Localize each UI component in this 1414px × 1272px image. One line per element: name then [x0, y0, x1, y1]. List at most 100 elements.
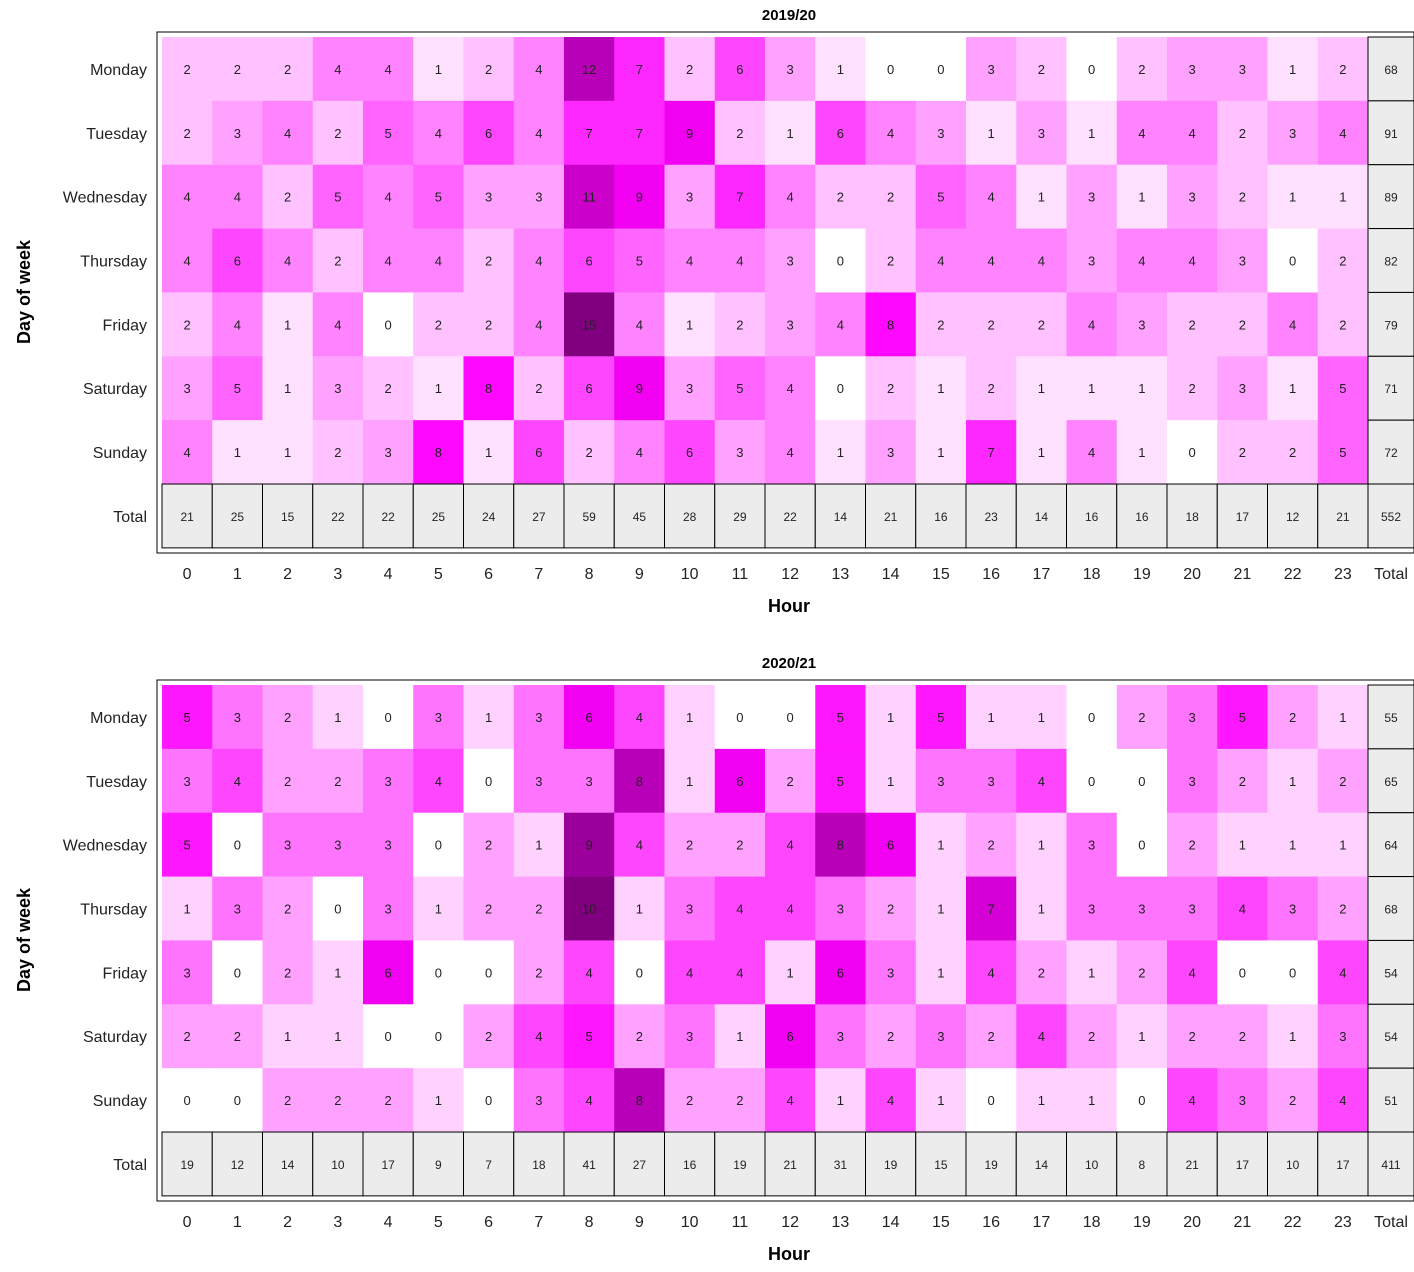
cell-value: 1	[435, 62, 442, 77]
heat-cell	[1217, 876, 1268, 941]
heat-cell	[463, 100, 515, 166]
heat-cell	[815, 228, 866, 293]
heat-cell	[1016, 1068, 1067, 1133]
cell-value: 6	[837, 126, 844, 141]
heat-cell	[363, 37, 414, 102]
heat-cell	[513, 1068, 565, 1133]
cell-value: 8	[887, 317, 894, 332]
heat-cell	[212, 940, 263, 1005]
cell-value: 1	[284, 381, 291, 396]
cell-value: 2	[887, 381, 894, 396]
cell-value: 0	[234, 838, 241, 853]
heat-cell	[966, 812, 1017, 878]
cell-value: 4	[787, 902, 794, 917]
cell-value: 2	[1239, 317, 1246, 332]
heat-cell	[966, 37, 1017, 102]
cell-value: 2	[1289, 710, 1296, 725]
heat-cell	[513, 100, 565, 166]
cell-value: 1	[535, 838, 542, 853]
cell-value: 1	[284, 445, 291, 460]
col-total-value: 45	[633, 510, 647, 524]
cell-value: 7	[586, 126, 593, 141]
col-total-value: 28	[683, 510, 697, 524]
heat-cell	[564, 1068, 615, 1133]
heat-cell	[413, 940, 464, 1005]
heat-cell	[1317, 876, 1369, 941]
cell-value: 1	[988, 126, 995, 141]
cell-value: 1	[837, 62, 844, 77]
heat-cell	[1016, 876, 1067, 941]
heat-cell	[714, 748, 766, 814]
x-tick-label: 10	[681, 566, 699, 583]
cell-value: 2	[234, 1029, 241, 1044]
heat-cell	[865, 228, 917, 293]
heat-cell	[212, 100, 263, 166]
cell-value: 4	[988, 965, 995, 980]
x-tick-label: 12	[781, 1214, 799, 1231]
heat-cell	[765, 685, 816, 750]
cell-value: 1	[1138, 190, 1145, 205]
cell-value: 4	[1339, 126, 1346, 141]
cell-value: 2	[1239, 445, 1246, 460]
cell-value: 2	[334, 774, 341, 789]
cell-value: 4	[435, 254, 442, 269]
cell-value: 4	[1038, 774, 1045, 789]
cell-value: 3	[1289, 126, 1296, 141]
heat-cell	[1066, 420, 1118, 485]
cell-value: 2	[184, 126, 191, 141]
y-tick-label: Tuesday	[86, 774, 147, 791]
cell-value: 2	[485, 317, 492, 332]
heat-cell	[1317, 292, 1369, 357]
row-total-value: 51	[1384, 1094, 1398, 1108]
col-total-value: 15	[281, 510, 295, 524]
cell-value: 4	[736, 254, 743, 269]
cell-value: 4	[887, 126, 894, 141]
heat-cell	[1267, 37, 1319, 102]
heat-cell	[363, 812, 414, 878]
cell-value: 1	[334, 710, 341, 725]
cell-value: 5	[937, 190, 944, 205]
col-total-value: 29	[733, 510, 747, 524]
cell-value: 3	[535, 1093, 542, 1108]
heat-cell	[162, 292, 213, 357]
cell-value: 5	[334, 190, 341, 205]
cell-value: 4	[435, 774, 442, 789]
heat-cell	[1066, 292, 1118, 357]
cell-value: 5	[1239, 710, 1246, 725]
cell-value: 3	[1138, 902, 1145, 917]
heat-cell	[865, 876, 917, 941]
col-total-value: 22	[783, 510, 797, 524]
cell-value: 4	[1189, 965, 1196, 980]
cell-value: 6	[385, 965, 392, 980]
cell-value: 2	[334, 1093, 341, 1108]
col-total-value: 7	[485, 1158, 492, 1172]
heat-cell	[1066, 100, 1118, 166]
cell-value: 3	[1088, 254, 1095, 269]
heat-cell	[1217, 164, 1268, 230]
cell-value: 1	[234, 445, 241, 460]
heat-cell	[262, 1004, 314, 1069]
heat-cell	[212, 420, 263, 485]
cell-value: 4	[1189, 254, 1196, 269]
cell-value: 2	[184, 317, 191, 332]
cell-value: 4	[988, 254, 995, 269]
cell-value: 4	[686, 254, 693, 269]
heat-cell	[312, 812, 364, 878]
heat-cell	[815, 420, 866, 485]
cell-value: 2	[485, 838, 492, 853]
cell-value: 3	[1189, 710, 1196, 725]
x-tick-label: 1	[233, 1214, 242, 1231]
cell-value: 7	[736, 190, 743, 205]
heat-cell	[865, 940, 917, 1005]
row-total-value: 55	[1384, 711, 1398, 725]
x-tick-label: 14	[882, 566, 900, 583]
heat-cell	[463, 356, 515, 421]
heat-cell	[413, 812, 464, 878]
cell-value: 4	[234, 317, 241, 332]
heat-cell	[865, 100, 917, 166]
heat-cell	[413, 356, 464, 421]
y-tick-label: Thursday	[80, 254, 147, 271]
row-total-value: 82	[1384, 255, 1398, 269]
cell-value: 0	[485, 965, 492, 980]
cell-value: 4	[937, 254, 944, 269]
